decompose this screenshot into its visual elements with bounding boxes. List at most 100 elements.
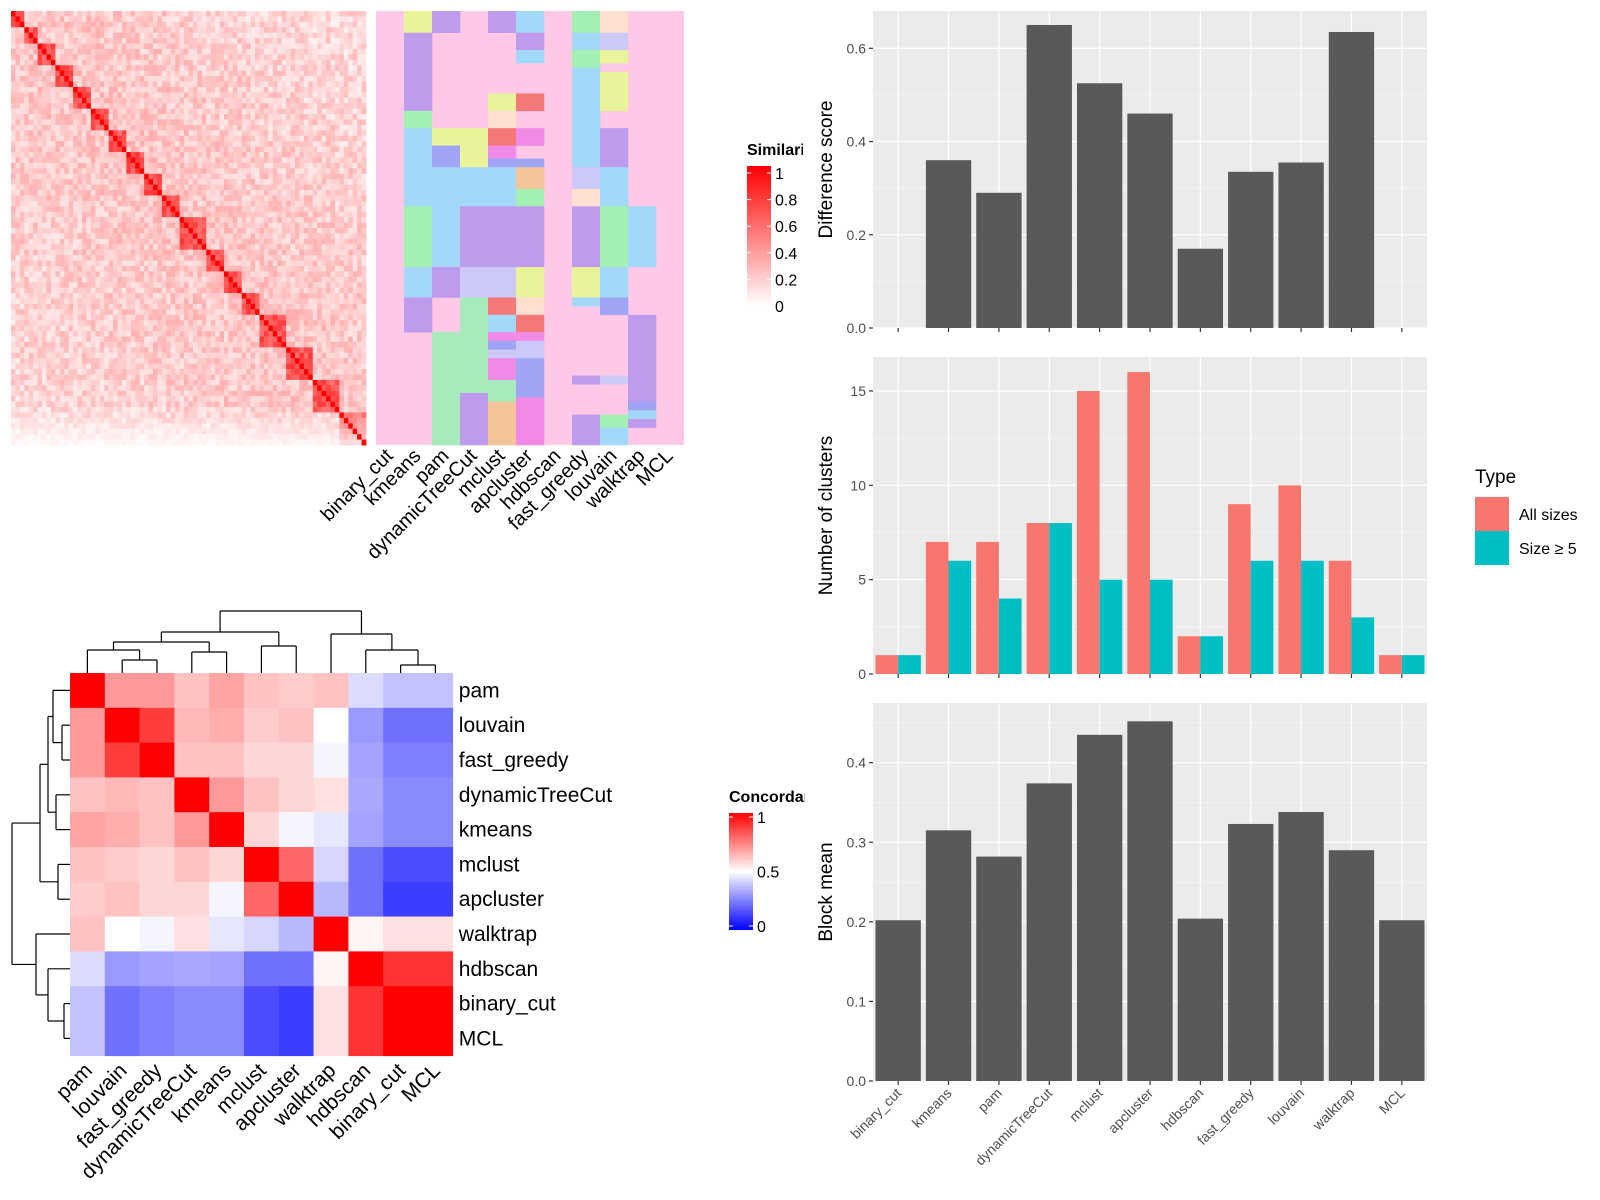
similarity-cell <box>82 119 87 126</box>
similarity-cell <box>308 184 314 191</box>
similarity-cell <box>153 70 158 77</box>
similarity-cell <box>153 157 158 164</box>
similarity-cell <box>64 168 70 175</box>
similarity-cell <box>246 190 252 196</box>
similarity-cell <box>113 303 118 310</box>
similarity-cell <box>73 331 78 337</box>
similarity-cell <box>197 97 203 104</box>
similarity-cell <box>144 190 149 196</box>
similarity-cell <box>153 190 158 196</box>
similarity-cell <box>232 271 238 278</box>
similarity-cell <box>95 228 101 234</box>
similarity-cell <box>157 265 163 272</box>
similarity-cell <box>144 282 149 289</box>
similarity-cell <box>192 336 198 343</box>
similarity-cell <box>317 48 323 55</box>
similarity-cell <box>108 124 114 131</box>
similarity-cell <box>144 86 149 93</box>
similarity-cell <box>343 200 349 207</box>
similarity-cell <box>295 48 300 55</box>
similarity-cell <box>175 309 181 316</box>
similarity-cell <box>73 325 78 332</box>
similarity-cell <box>113 103 118 110</box>
similarity-cell <box>343 146 349 153</box>
similarity-cell <box>59 228 65 234</box>
similarity-cell <box>11 103 16 110</box>
similarity-cell <box>90 146 96 153</box>
similarity-cell <box>237 238 243 245</box>
similarity-cell <box>197 331 203 337</box>
similarity-cell <box>348 162 354 169</box>
similarity-cell <box>215 331 220 337</box>
similarity-cell <box>339 70 345 77</box>
similarity-cell <box>130 119 136 126</box>
similarity-cell <box>95 190 101 196</box>
similarity-cell <box>144 65 149 72</box>
similarity-cell <box>188 21 194 28</box>
similarity-cell <box>241 76 247 82</box>
similarity-cell <box>317 27 323 34</box>
similarity-cell <box>192 76 198 82</box>
similarity-cell <box>312 260 318 267</box>
similarity-cell <box>348 97 354 104</box>
similarity-cell <box>153 217 158 223</box>
similarity-cell <box>104 124 110 131</box>
similarity-cell <box>348 21 354 28</box>
similarity-cell <box>19 114 25 120</box>
similarity-cell <box>192 38 198 44</box>
similarity-cell <box>28 152 34 158</box>
similarity-cell <box>255 260 260 267</box>
similarity-cell <box>237 124 243 131</box>
similarity-cell <box>95 293 101 299</box>
similarity-cell <box>55 195 61 202</box>
similarity-cell <box>59 32 65 39</box>
similarity-cell <box>224 255 229 261</box>
similarity-cell <box>77 303 83 310</box>
similarity-cell <box>206 135 212 142</box>
similarity-cell <box>237 249 243 256</box>
similarity-cell <box>321 314 327 321</box>
similarity-cell <box>55 287 61 294</box>
similarity-cell <box>224 195 229 202</box>
similarity-cell <box>130 59 136 66</box>
similarity-cell <box>153 260 158 267</box>
similarity-cell <box>170 27 176 34</box>
similarity-cell <box>317 59 323 66</box>
similarity-cell <box>108 341 114 348</box>
similarity-cell <box>334 92 340 99</box>
similarity-cell <box>28 27 34 34</box>
similarity-cell <box>210 119 216 126</box>
similarity-cell <box>317 190 323 196</box>
similarity-cell <box>303 200 309 207</box>
similarity-cell <box>130 108 136 115</box>
similarity-cell <box>153 298 158 305</box>
similarity-cell <box>317 21 323 28</box>
similarity-cell <box>228 190 234 196</box>
similarity-cell <box>210 287 216 294</box>
similarity-cell <box>339 16 345 23</box>
similarity-cell <box>277 38 283 44</box>
similarity-cell <box>95 54 101 61</box>
similarity-cell <box>139 190 145 196</box>
similarity-cell <box>161 211 167 218</box>
similarity-cell <box>250 32 256 39</box>
similarity-cell <box>144 331 149 337</box>
similarity-cell <box>272 97 278 104</box>
similarity-cell <box>55 244 61 251</box>
similarity-cell <box>281 108 287 115</box>
similarity-cell <box>326 200 331 207</box>
similarity-cell <box>24 54 30 61</box>
similarity-cell <box>241 249 247 256</box>
similarity-cell <box>33 76 39 82</box>
similarity-cell <box>121 293 127 299</box>
similarity-cell <box>157 162 163 169</box>
similarity-cell <box>339 303 345 310</box>
similarity-cell <box>104 54 110 61</box>
similarity-cell <box>166 173 172 180</box>
similarity-cell <box>184 336 189 343</box>
similarity-cell <box>188 76 194 82</box>
similarity-cell <box>343 119 349 126</box>
similarity-cell <box>312 303 318 310</box>
similarity-cell <box>153 146 158 153</box>
similarity-cell <box>303 162 309 169</box>
